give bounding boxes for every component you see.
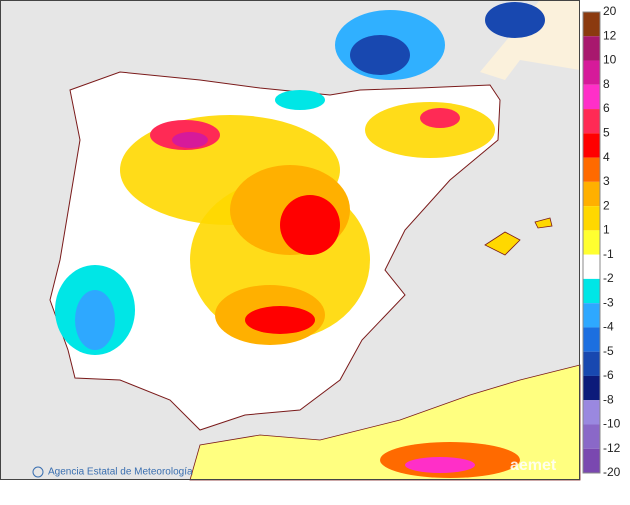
legend-swatch (583, 157, 600, 182)
legend-swatch (583, 206, 600, 231)
logo: aemet (510, 457, 557, 474)
legend-label: -20 (603, 465, 621, 479)
anomaly-blob (420, 108, 460, 128)
anomaly-blob (75, 290, 115, 350)
legend-swatch (583, 400, 600, 425)
legend-label: 20 (603, 4, 617, 18)
legend-label: 2 (603, 198, 610, 212)
legend-label: -3 (603, 295, 614, 309)
legend-label: -1 (603, 247, 614, 261)
legend-swatch (583, 278, 600, 304)
anomaly-blob (280, 195, 340, 255)
legend-swatch (583, 448, 600, 473)
anomaly-blob (275, 90, 325, 110)
legend-label: -2 (603, 271, 614, 285)
legend-frame (582, 11, 601, 474)
balearic-island (484, 231, 521, 256)
legend-label: -10 (603, 417, 621, 431)
credit: Agencia Estatal de Meteorología (48, 467, 193, 478)
anomaly-blob (350, 35, 410, 75)
legend-label: 10 (603, 53, 617, 67)
anomaly-blob (405, 457, 475, 473)
legend-swatch (583, 254, 600, 279)
legend-label: 12 (603, 28, 617, 42)
legend-swatch (583, 60, 600, 85)
legend-swatch (583, 133, 600, 158)
legend-swatch (583, 36, 600, 61)
legend-label: -6 (603, 368, 614, 382)
legend-swatch (583, 84, 600, 110)
legend: 20 12 10 8 6 5 4 3 2 1 -1 -2 -3 -4 -5 -6 -8 -10 -12 -20 (582, 4, 621, 479)
legend-label: 6 (603, 101, 610, 115)
legend-label: -4 (603, 320, 614, 334)
legend-swatch (583, 303, 600, 328)
legend-label: 8 (603, 77, 610, 91)
legend-label: 3 (603, 174, 610, 188)
legend-swatch (583, 375, 600, 401)
map-frame (0, 0, 580, 480)
legend-label: -8 (603, 392, 614, 406)
legend-swatch (583, 424, 600, 449)
anomaly-blob (245, 306, 315, 334)
anomaly-blob (365, 102, 495, 158)
legend-swatch (583, 12, 600, 37)
copyright-icon (32, 466, 44, 478)
legend-swatch (583, 181, 600, 207)
legend-swatch (583, 230, 600, 255)
legend-label: 1 (603, 223, 610, 237)
legend-label: -5 (603, 344, 614, 358)
anomaly-blob (485, 2, 545, 38)
legend-label: -12 (603, 441, 621, 455)
balearic-island (534, 217, 553, 229)
legend-label: 4 (603, 150, 610, 164)
legend-swatch (583, 109, 600, 134)
legend-label: 5 (603, 125, 610, 139)
anomaly-blob (172, 132, 208, 148)
legend-swatch (583, 327, 600, 352)
france-land (480, 0, 580, 80)
legend-swatch (583, 351, 600, 376)
